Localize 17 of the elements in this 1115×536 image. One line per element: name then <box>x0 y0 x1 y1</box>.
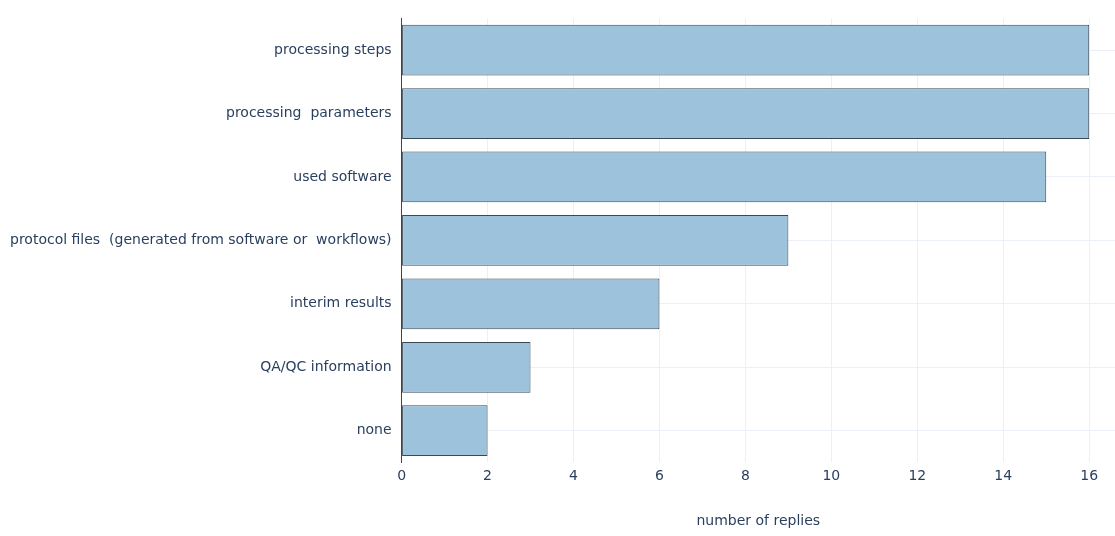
y-tick-label: interim results <box>290 294 392 311</box>
x-tick-label: 4 <box>569 467 579 484</box>
y-tick-label: processing parameters <box>226 104 392 121</box>
y-tick-label: QA/QC information <box>260 357 392 374</box>
x-tick-label: 10 <box>822 467 841 484</box>
x-tick-label: 2 <box>483 467 492 484</box>
x-axis-title: number of replies <box>696 512 821 529</box>
x-tick-label: 8 <box>740 467 750 484</box>
y-tick-label: protocol files (generated from software or workflows) <box>10 231 392 248</box>
x-tick-label: 0 <box>397 467 407 484</box>
x-tick-label: 6 <box>654 467 664 484</box>
y-tick-label: used software <box>293 167 392 184</box>
y-tick-label: none <box>356 421 392 438</box>
x-tick-label: 14 <box>994 467 1013 484</box>
x-tick-label: 16 <box>1080 467 1099 484</box>
y-tick-label: processing steps <box>274 40 392 57</box>
x-tick-label: 12 <box>908 467 927 484</box>
